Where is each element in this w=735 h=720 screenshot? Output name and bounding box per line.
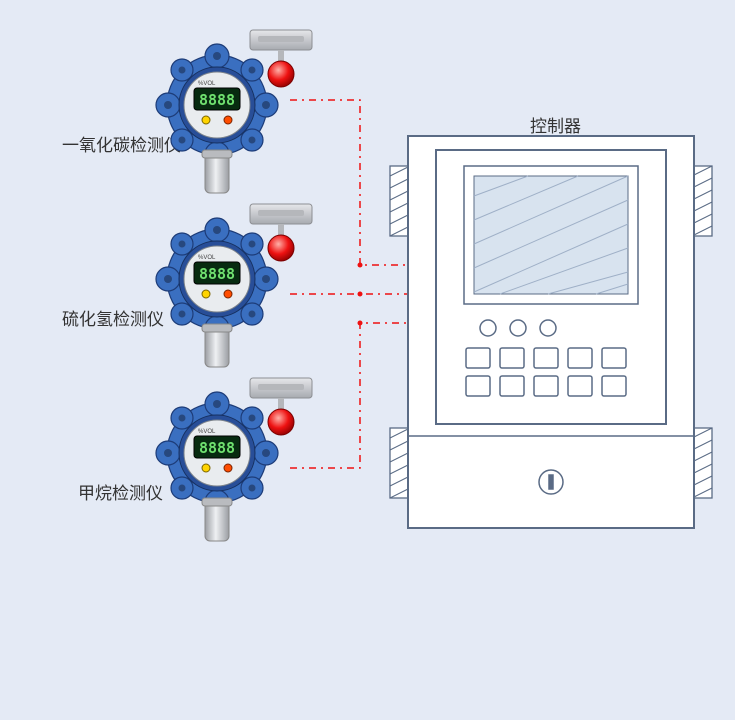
detector-label-co: 一氧化碳检测仪 (62, 131, 181, 156)
detector-label-h2s: 硫化氢检测仪 (62, 305, 164, 330)
wire-ch4 (290, 323, 408, 468)
detector-label-ch4: 甲烷检测仪 (78, 479, 163, 504)
wire-co (290, 100, 408, 265)
detector-ch4 (156, 378, 312, 541)
wiring-layer (0, 0, 735, 720)
devices-layer: 8888 %VOL (0, 0, 735, 720)
controller-layer (0, 0, 735, 720)
controller-label: 控制器 (530, 112, 581, 137)
detector-co (156, 30, 312, 193)
detector-h2s (156, 204, 312, 367)
